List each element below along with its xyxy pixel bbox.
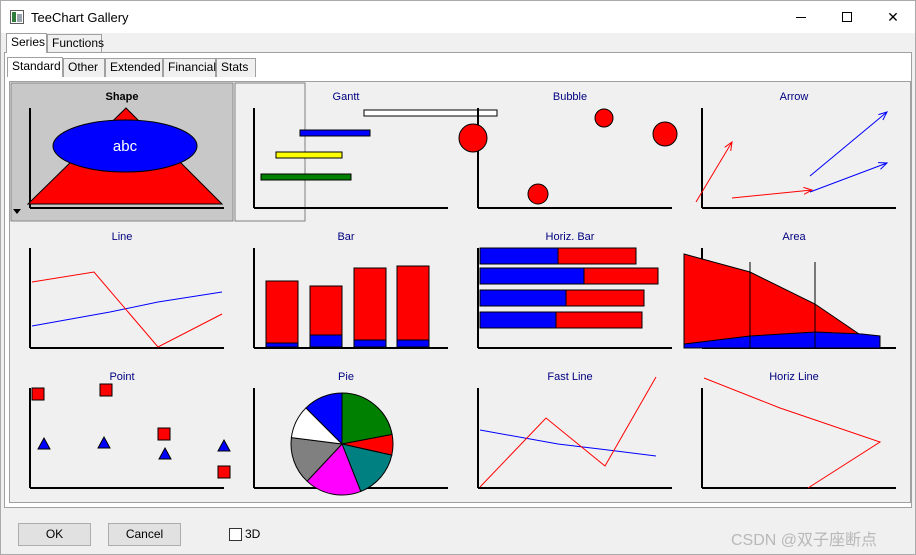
area-blue [683,331,881,349]
bubble-point [458,123,488,153]
gallery-item-label: Area [782,231,806,243]
title-bar: TeeChart Gallery ✕ [1,1,915,33]
gantt-bar [275,151,343,159]
point-triangle [158,446,172,460]
gallery-item-bar[interactable]: Bar [253,231,448,349]
bar-red [396,265,430,348]
close-icon: ✕ [887,9,899,25]
arrow-head [878,111,888,121]
ok-button[interactable]: OK [18,523,91,546]
fastline-red [479,376,657,488]
pie-slice [305,392,343,446]
maximize-icon [842,12,852,22]
tab-stats[interactable]: Stats [216,58,256,77]
gallery-item-label: Bar [337,231,354,243]
point-square [217,465,231,479]
gallery-item-label: Fast Line [547,371,592,383]
gallery-item-point[interactable]: Point [29,371,231,489]
minimize-icon [796,17,806,18]
line-series-blue [31,291,223,327]
fastline-blue [479,429,657,457]
tab-extended[interactable]: Extended [105,58,163,77]
gallery-item-label: Shape [105,91,138,103]
close-button[interactable]: ✕ [870,1,916,33]
window-title: TeeChart Gallery [31,10,129,25]
gallery-canvas: Shape abc Gantt Bubble Arrow Line Bar Horiz. Ba… [10,82,896,496]
gallery-item-hbar[interactable]: Horiz. Bar [477,231,672,349]
gallery-item-fastline[interactable]: Fast Line [477,371,672,489]
pie-slice [341,443,393,493]
hbar-blue [479,289,567,307]
tab-standard[interactable]: Standard [7,57,63,77]
tab-other[interactable]: Other [63,58,105,77]
hbar-blue [479,267,585,285]
bar-red [265,280,299,348]
point-square [99,383,113,397]
dropdown-arrow-icon [13,209,21,214]
gallery-item-arrow[interactable]: Arrow [695,91,896,209]
3d-checkbox[interactable] [229,528,242,541]
3d-checkbox-label[interactable]: 3D [245,527,261,541]
bubble-point [652,121,678,147]
arrow-line [695,141,733,203]
bar-blue [265,342,299,348]
dialog-footer: OK Cancel 3D CSDN @双子座断点 [1,511,915,555]
horizline-red [703,377,882,489]
gantt-bar [260,173,352,181]
gantt-bar [363,109,498,117]
gallery-item-horizline[interactable]: Horiz Line [701,371,896,489]
series-gallery: Shape abc Gantt Bubble Arrow Line Bar Horiz. Ba… [9,81,911,503]
gallery-item-label: Horiz. Bar [546,231,595,243]
point-triangle [217,438,231,452]
bubble-point [527,183,549,205]
shape-text: abc [113,138,138,155]
gallery-item-label: Gantt [333,91,360,103]
gallery-item-label: Bubble [553,91,587,103]
tab-series[interactable]: Series [6,33,47,53]
arrow-head [803,186,814,195]
hbar-blue [479,311,557,329]
maximize-button[interactable] [824,1,870,33]
bar-blue [396,339,430,348]
pie-slice [306,443,362,496]
gallery-item-area[interactable]: Area [683,231,896,349]
bar-blue [353,339,387,348]
point-triangle [97,435,111,449]
point-square [157,427,171,441]
bar-blue [309,334,343,348]
app-icon [10,10,24,24]
arrow-head [877,162,889,170]
tab-functions[interactable]: Functions [47,34,104,53]
bubble-point [594,108,614,128]
pie-slice [290,437,344,482]
gallery-item-label: Line [112,231,133,243]
gallery-item-pie[interactable]: Pie [253,371,448,496]
gantt-bar [299,129,371,137]
arrow-head [724,140,733,151]
watermark: CSDN @双子座断点 [731,532,878,549]
hbar-blue [479,247,559,265]
gallery-item-shape[interactable]: Shape abc [10,82,234,222]
tab-financial[interactable]: Financial [163,58,216,77]
cancel-button[interactable]: Cancel [108,523,181,546]
gallery-item-label: Point [109,371,134,383]
arrow-line [809,162,888,193]
minimize-button[interactable] [778,1,824,33]
bar-red [353,267,387,348]
shape-ellipse [52,119,198,173]
pie-slice [341,392,393,445]
gallery-item-line[interactable]: Line [29,231,224,349]
gallery-item-bubble[interactable]: Bubble [458,91,678,209]
arrow-line [731,189,813,199]
gallery-item-gantt[interactable]: Gantt [234,82,498,222]
arrow-line [809,111,888,177]
gallery-item-label: Pie [338,371,354,383]
gallery-item-label: Horiz Line [769,371,819,383]
point-triangle [37,436,51,450]
gallery-item-label: Arrow [780,91,809,103]
point-square [31,387,45,401]
line-series-red [31,271,223,348]
